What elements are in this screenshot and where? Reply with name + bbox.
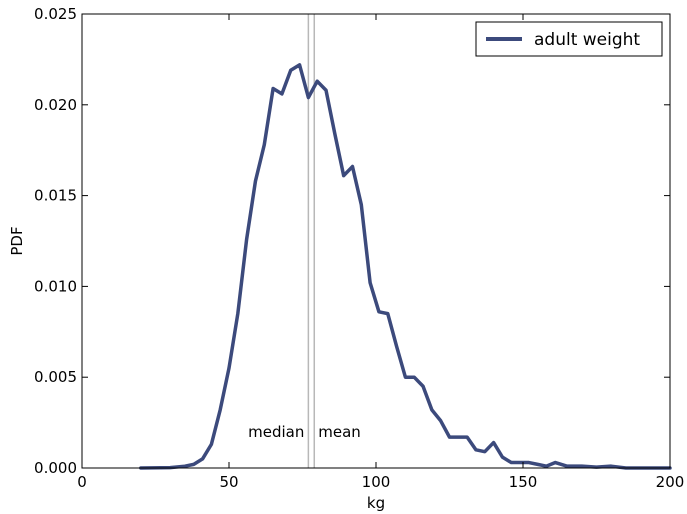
- y-axis-label: PDF: [8, 226, 26, 255]
- series-line-adult-weight: [139, 63, 672, 470]
- series-group: [139, 63, 672, 470]
- y-tick-label: 0.005: [34, 368, 77, 386]
- ticks: 0 50 100 150 200 0.000 0.005 0.010 0.015 0.020 0.0…: [34, 5, 684, 491]
- x-tick-label: 0: [77, 473, 87, 491]
- x-tick-label: 150: [509, 473, 538, 491]
- plot-area: [82, 14, 670, 468]
- y-tick-label: 0.025: [34, 5, 77, 23]
- mean-annotation: mean: [318, 423, 361, 441]
- plot-background: [82, 14, 670, 468]
- y-tick-label: 0.020: [34, 96, 77, 114]
- x-tick-label: 100: [362, 473, 391, 491]
- legend-label: adult weight: [534, 30, 640, 50]
- median-annotation: median: [248, 423, 304, 441]
- x-tick-label: 200: [656, 473, 685, 491]
- annotations: median mean: [248, 423, 361, 441]
- y-tick-label: 0.015: [34, 187, 77, 205]
- y-tick-label: 0.010: [34, 277, 77, 295]
- y-tick-label: 0.000: [34, 459, 77, 477]
- legend: adult weight: [475, 21, 663, 57]
- x-axis-label: kg: [367, 494, 385, 512]
- x-tick-label: 50: [219, 473, 238, 491]
